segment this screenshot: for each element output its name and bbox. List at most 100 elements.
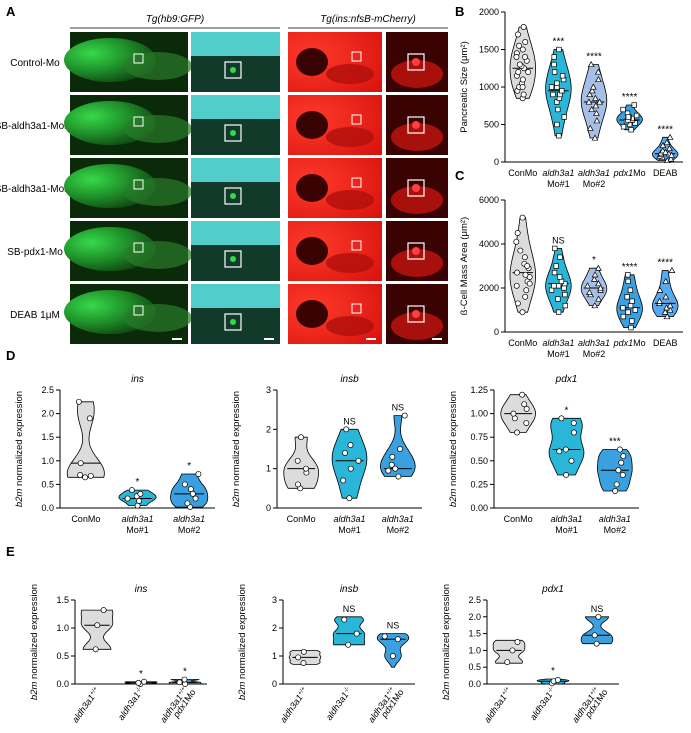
- data-point: [594, 264, 602, 271]
- y-tick-label: 2000: [479, 7, 499, 17]
- y-tick-label: 2: [272, 623, 277, 633]
- data-point: [557, 274, 563, 280]
- data-point: [347, 465, 354, 472]
- significance-label: NS: [552, 235, 565, 245]
- x-tick-label: ConMo: [508, 168, 537, 178]
- data-point: [618, 459, 625, 466]
- chart-title: ins: [131, 374, 144, 385]
- y-tick-label: 2.0: [468, 612, 481, 622]
- x-tick-label-line2: Mo#2: [583, 349, 606, 359]
- x-tick-label: aldh3a1+/+: [70, 685, 102, 724]
- data-point: [176, 679, 183, 686]
- data-point: [137, 490, 144, 497]
- data-point: [294, 457, 301, 464]
- data-point: [656, 297, 663, 304]
- header-mcherry: Tg(ins:nfsB-mCherry): [320, 14, 416, 25]
- data-point: [515, 31, 521, 38]
- panel-letter-d: D: [6, 348, 15, 363]
- x-tick-label: DEAB: [653, 168, 678, 178]
- data-point: [300, 648, 307, 655]
- data-point: [667, 155, 675, 162]
- data-point: [552, 245, 558, 252]
- data-point: [519, 46, 526, 53]
- data-point: [94, 622, 101, 629]
- data-point: [556, 46, 562, 53]
- micrograph-gfp-row-5: [64, 284, 192, 344]
- y-tick-label: 6000: [479, 195, 499, 205]
- significance-label: ****: [657, 124, 673, 135]
- y-tick-label: 1000: [479, 82, 499, 92]
- significance-label: NS: [343, 416, 356, 426]
- significance-label: ****: [622, 262, 638, 273]
- x-tick-label: aldh3a1-/-: [528, 685, 558, 722]
- chart-title: insb: [340, 584, 359, 595]
- data-point: [625, 114, 631, 120]
- y-tick-label: 2.5: [41, 385, 54, 395]
- data-point: [591, 632, 598, 639]
- significance-label: *: [551, 666, 555, 677]
- data-point: [620, 313, 626, 320]
- y-tick-label: 1: [266, 464, 271, 474]
- panel-letter-e: E: [6, 544, 15, 559]
- data-point: [663, 138, 671, 146]
- y-tick-label: 1500: [479, 45, 499, 55]
- x-tick-label: aldh3a1: [333, 514, 365, 524]
- violin-aldh3a1-pdx1mo: [376, 633, 410, 668]
- violin-aldh3a1: [80, 609, 114, 650]
- data-point: [519, 84, 526, 90]
- micrograph-gfp-row-2: [64, 95, 192, 155]
- data-point: [616, 446, 623, 453]
- data-point: [668, 266, 676, 273]
- data-point: [513, 238, 520, 245]
- data-point: [562, 302, 568, 309]
- data-point: [353, 630, 360, 637]
- x-tick-label: aldh3a1+/+: [278, 685, 310, 724]
- row-label-deab-1-m: DEAB 1μM: [10, 310, 60, 321]
- data-point: [519, 76, 526, 83]
- data-point: [514, 300, 521, 307]
- x-tick-label: aldh3a1+/+: [482, 685, 514, 724]
- data-point: [523, 405, 530, 412]
- data-point: [595, 75, 602, 83]
- x-tick-label: aldh3a1: [599, 514, 631, 524]
- data-point: [555, 309, 562, 315]
- data-point: [588, 87, 596, 94]
- data-point: [592, 94, 599, 101]
- data-point: [522, 293, 529, 300]
- data-point: [389, 653, 396, 659]
- data-point: [514, 230, 521, 236]
- data-point: [548, 287, 555, 293]
- significance-label: NS: [387, 621, 400, 631]
- significance-label: NS: [591, 604, 604, 614]
- data-point: [557, 254, 563, 260]
- x-tick-label: aldh3a1: [542, 168, 574, 178]
- data-point: [551, 54, 557, 60]
- x-tick-label: pdx1Mo: [613, 168, 646, 178]
- data-point: [613, 481, 620, 488]
- data-point: [586, 90, 594, 98]
- data-point: [181, 481, 188, 488]
- data-point: [595, 613, 602, 620]
- data-point: [668, 151, 675, 158]
- data-point: [82, 474, 89, 481]
- significance-label: NS: [343, 604, 356, 614]
- data-point: [568, 457, 575, 464]
- data-point: [620, 106, 626, 113]
- micrograph-gfpzoom-row-4: [191, 221, 280, 281]
- violin-aldh3a1-pdx1mo: [580, 616, 614, 645]
- data-point: [558, 278, 565, 285]
- data-point: [187, 486, 194, 493]
- chart-c: 0 2000 4000 6000 ß-Cell Mass Area (μm²) ConMo…: [459, 195, 683, 359]
- data-point: [392, 465, 399, 472]
- data-point: [587, 60, 595, 68]
- data-point: [629, 318, 635, 324]
- micrograph-red-row-1: [288, 32, 382, 92]
- data-point: [625, 278, 631, 285]
- data-point: [513, 282, 520, 289]
- data-point: [620, 305, 626, 311]
- data-point: [124, 495, 131, 502]
- data-point: [586, 124, 594, 131]
- y-tick-label: 0.0: [41, 503, 54, 513]
- data-point: [662, 148, 669, 155]
- micrograph-gfpzoom-row-3: [191, 158, 280, 218]
